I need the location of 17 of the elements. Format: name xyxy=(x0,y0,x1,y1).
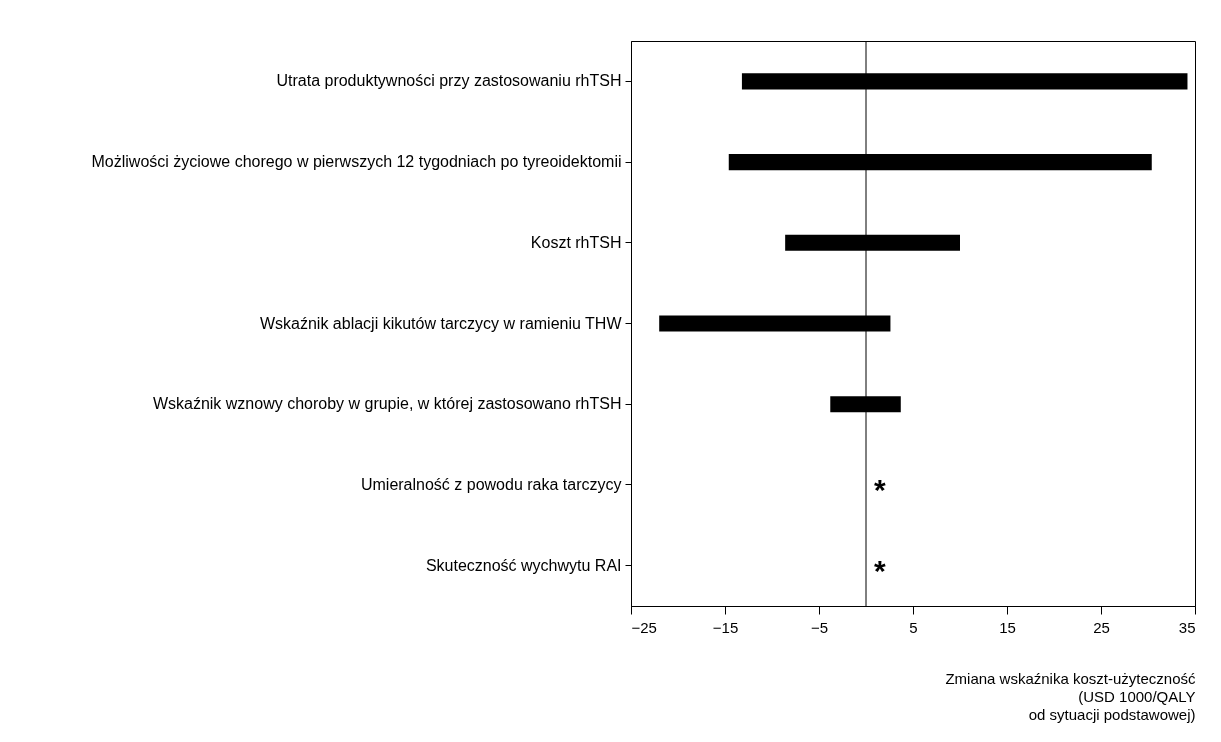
y-tick-label: Wskaźnik wznowy choroby w grupie, w której zastosowano rhTSH xyxy=(152,395,622,413)
x-tick-label: 15 xyxy=(999,618,1016,636)
x-tick-label: 5 xyxy=(909,618,918,636)
x-tick-label: 25 xyxy=(1093,618,1110,636)
x-tick-label: −15 xyxy=(712,618,739,636)
y-tick-label: Skuteczność wychwytu RAI xyxy=(425,556,622,574)
x-axis-title: Zmiana wskaźnika koszt-użyteczność (USD 1000/QALY od sytuacji podstawowej) xyxy=(945,669,1196,723)
y-tick-label: Wskaźnik ablacji kikutów tarczycy w ramieniu THW xyxy=(259,314,623,332)
x-tick-label: −5 xyxy=(810,618,829,636)
y-tick-label: Utrata produktywności przy zastosowaniu rhTSH xyxy=(276,72,622,90)
y-tick-label: Koszt rhTSH xyxy=(530,233,622,251)
annotation: * xyxy=(874,472,886,506)
y-tick-label: Możliwości życiowe chorego w pierwszych 12 tygodniach po tyreoidektomii xyxy=(91,153,622,171)
x-tick-label: 35 xyxy=(1178,618,1196,636)
y-tick-label: Umieralność z powodu raka tarczycy xyxy=(360,475,622,493)
x-tick-label: −25 xyxy=(631,618,657,636)
annotation: * xyxy=(874,553,886,587)
